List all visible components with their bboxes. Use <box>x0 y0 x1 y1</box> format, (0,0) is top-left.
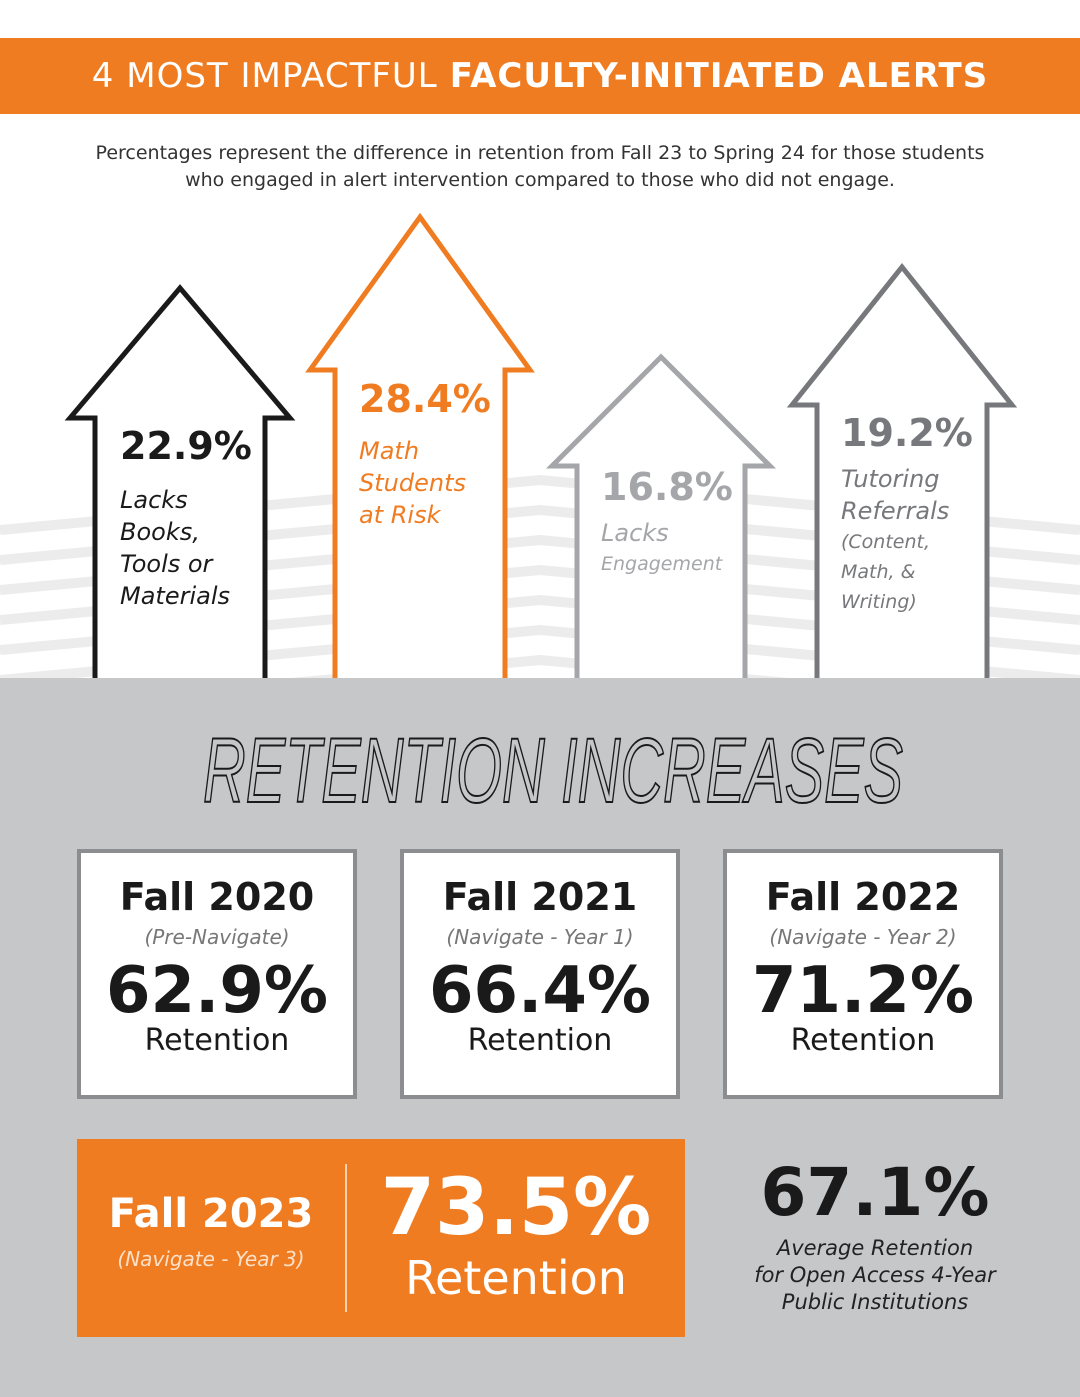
arrow-outline-books <box>64 284 296 678</box>
alert-math-label: Math Students at Risk <box>359 435 491 531</box>
card-label: Retention <box>144 1023 290 1058</box>
banner-title-bold: FACULTY-INITIATED ALERTS <box>449 56 989 96</box>
alert-books-label-line: Tools or <box>120 550 213 578</box>
alert-math-label-line: at Risk <box>359 501 441 529</box>
alert-math-label-line: Students <box>359 469 466 497</box>
card-value: 62.9% <box>105 954 329 1028</box>
arrow-outline-engagement <box>545 353 777 678</box>
banner-title-light: 4 MOST IMPACTFUL <box>91 56 438 96</box>
subtitle: Percentages represent the difference in … <box>60 140 1020 194</box>
alert-books-label-line: Books, <box>120 518 200 546</box>
average-value: 67.1% <box>760 1154 990 1231</box>
card-year: Fall 2020 <box>119 875 315 919</box>
average-description-line: Average Retention <box>776 1236 974 1260</box>
alert-engagement-label-line: Engagement <box>601 553 723 575</box>
highlight-divider <box>345 1164 347 1312</box>
retention-card-2022: Fall 2022 (Navigate - Year 2) 71.2% Rete… <box>723 849 1003 1099</box>
average-description-line: for Open Access 4-Year <box>754 1263 996 1287</box>
alert-math-percent: 28.4% <box>359 377 491 421</box>
highlight-year: Fall 2023 <box>108 1191 314 1237</box>
alert-engagement-label-line: Lacks <box>601 519 669 547</box>
highlight-right: 73.5% Retention <box>347 1139 685 1337</box>
alert-tutoring: 19.2% Tutoring Referrals (Content, Math,… <box>841 411 973 617</box>
alert-books-label-line: Lacks <box>120 486 188 514</box>
alert-engagement-label: Lacks Engagement <box>601 517 733 579</box>
alert-tutoring-label-line: Tutoring <box>841 465 940 493</box>
alert-math: 28.4% Math Students at Risk <box>359 377 491 531</box>
alert-engagement: 16.8% Lacks Engagement <box>601 465 733 579</box>
subtitle-line-2: who engaged in alert intervention compar… <box>185 169 895 191</box>
highlight-subtitle: (Navigate - Year 3) <box>117 1247 305 1271</box>
card-value: 66.4% <box>428 954 652 1028</box>
arrow-outline-tutoring <box>786 262 1018 678</box>
retention-card-2020: Fall 2020 (Pre-Navigate) 62.9% Retention <box>77 849 357 1099</box>
retention-card-2021: Fall 2021 (Navigate - Year 1) 66.4% Rete… <box>400 849 680 1099</box>
alert-tutoring-label-line: Math, & <box>841 561 916 583</box>
average-retention: 67.1% Average Retention for Open Access … <box>720 1155 1030 1316</box>
card-label: Retention <box>790 1023 936 1058</box>
alert-books-percent: 22.9% <box>120 424 252 468</box>
alert-books-label: Lacks Books, Tools or Materials <box>120 484 252 612</box>
highlight-left: Fall 2023 (Navigate - Year 3) <box>77 1139 345 1337</box>
alert-tutoring-label-line: (Content, <box>841 531 931 553</box>
retention-title-text: RETENTION INCREASES <box>203 720 903 822</box>
alert-books: 22.9% Lacks Books, Tools or Materials <box>120 424 252 612</box>
card-subtitle: (Pre-Navigate) <box>144 925 290 949</box>
card-subtitle: (Navigate - Year 1) <box>446 925 634 949</box>
alert-tutoring-label: Tutoring Referrals (Content, Math, & Wri… <box>841 463 973 617</box>
alert-arrows <box>64 212 1018 678</box>
header-banner: 4 MOST IMPACTFUL FACULTY-INITIATED ALERT… <box>0 38 1080 114</box>
highlight-label: Retention <box>405 1251 627 1305</box>
average-description-line: Public Institutions <box>781 1290 969 1314</box>
subtitle-line-1: Percentages represent the difference in … <box>95 142 985 164</box>
alert-books-label-line: Materials <box>120 582 231 610</box>
card-year: Fall 2021 <box>442 875 638 919</box>
card-value: 71.2% <box>751 954 975 1028</box>
alert-tutoring-label-line: Writing) <box>841 591 917 613</box>
alert-engagement-percent: 16.8% <box>601 465 733 509</box>
retention-title: RETENTION INCREASES <box>202 720 904 823</box>
alert-tutoring-percent: 19.2% <box>841 411 973 455</box>
arrow-outline-math <box>305 212 535 678</box>
alert-tutoring-label-line: Referrals <box>841 497 950 525</box>
average-description: Average Retention for Open Access 4-Year… <box>720 1235 1030 1316</box>
card-year: Fall 2022 <box>765 875 961 919</box>
retention-highlight-2023: Fall 2023 (Navigate - Year 3) 73.5% Rete… <box>77 1139 685 1337</box>
highlight-value: 73.5% <box>380 1163 652 1253</box>
alert-math-label-line: Math <box>359 437 420 465</box>
card-subtitle: (Navigate - Year 2) <box>769 925 957 949</box>
card-label: Retention <box>467 1023 613 1058</box>
